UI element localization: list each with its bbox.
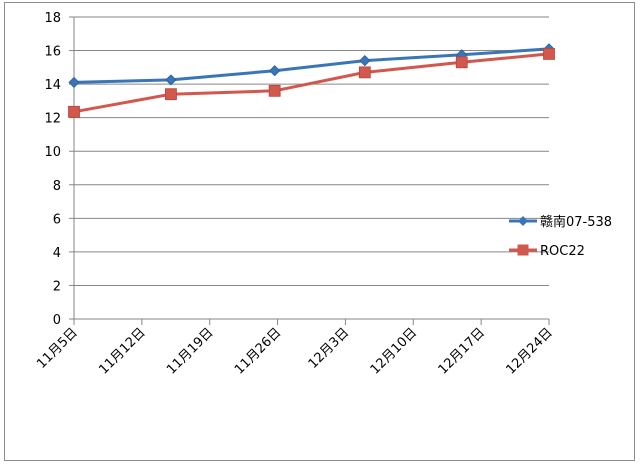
x-tick-label-3: 11月26日 <box>232 325 284 377</box>
x-tick-label-0: 11月5日 <box>34 325 81 372</box>
series-0-point-2 <box>269 65 281 77</box>
chart-frame <box>4 2 635 461</box>
gridlines <box>74 16 549 286</box>
x-tick-label-4: 12月3日 <box>306 325 353 372</box>
series-0-point-1 <box>165 74 177 86</box>
x-tick-label-1: 11月12日 <box>96 325 148 377</box>
axes <box>73 17 549 320</box>
y-axis-ticks: 0 2 4 6 8 10 12 14 16 18 <box>44 11 74 328</box>
series-1-point-5 <box>543 48 555 60</box>
x-tick-label-2: 11月19日 <box>164 325 216 377</box>
series-0-point-3 <box>359 55 371 67</box>
y-tick-label-16: 16 <box>44 45 61 60</box>
legend: 赣南07-538 ROC22 <box>509 214 612 259</box>
y-tick-label-14: 14 <box>44 78 61 93</box>
y-tick-label-4: 4 <box>53 246 61 261</box>
legend-label-0: 赣南07-538 <box>540 214 612 230</box>
y-tick-label-10: 10 <box>44 145 61 160</box>
series-1-point-0 <box>68 105 80 118</box>
series-line-0 <box>73 47 550 84</box>
y-tick-label-0: 0 <box>53 313 61 328</box>
y-tick-label-18: 18 <box>44 11 61 26</box>
series-1-point-3 <box>358 66 371 79</box>
series-line-1 <box>73 52 550 114</box>
x-tick-label-6: 12月17日 <box>436 325 488 377</box>
series-1-point-1 <box>165 88 177 101</box>
x-tick-label-5: 12月10日 <box>368 325 420 377</box>
series-1-point-2 <box>268 84 281 97</box>
legend-label-1: ROC22 <box>540 244 585 259</box>
x-tick-label-7: 12月24日 <box>503 325 555 377</box>
y-tick-label-12: 12 <box>44 112 61 127</box>
y-tick-label-8: 8 <box>53 179 61 194</box>
y-tick-label-2: 2 <box>53 279 61 294</box>
legend-marker-0 <box>518 216 528 226</box>
x-axis-ticks: 11月5日 11月12日 11月19日 11月26日 12月3日 12月10日 12月17日… <box>34 319 556 378</box>
series-group <box>68 43 555 118</box>
legend-marker-1 <box>517 244 529 256</box>
series-1-point-4 <box>455 56 468 69</box>
y-tick-label-6: 6 <box>53 212 61 227</box>
series-0-point-0 <box>68 76 80 88</box>
